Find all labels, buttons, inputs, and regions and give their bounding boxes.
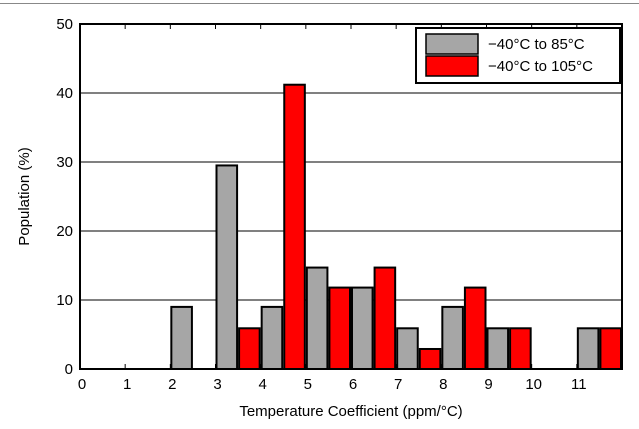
- bar-series-2-cat-9: [509, 327, 532, 371]
- y-tick-label: 30: [56, 154, 73, 171]
- x-tick-label: 1: [123, 376, 131, 393]
- legend-label-series-1: −40°C to 85°C: [488, 36, 585, 53]
- bar-series-2-cat-5: [328, 286, 351, 370]
- bar-series-1-cat-3: [215, 164, 239, 370]
- x-tick-label: 2: [168, 376, 176, 393]
- bar-series-2-cat-8: [463, 286, 487, 370]
- y-tick-labels: 0 10 20 30 40 50: [56, 16, 73, 378]
- y-tick-label: 50: [56, 16, 73, 33]
- x-tick-label: 8: [439, 376, 447, 393]
- bar-series-2-cat-6: [373, 266, 397, 371]
- x-tick-label: 11: [571, 376, 587, 393]
- legend: −40°C to 85°C −40°C to 105°C: [415, 27, 621, 84]
- x-tick-label: 0: [78, 376, 86, 393]
- x-tick-label: 9: [484, 376, 492, 393]
- bar-series-1-cat-7: [396, 327, 419, 371]
- y-axis-title: Population (%): [16, 147, 33, 245]
- bar-series-1-cat-2: [170, 305, 193, 370]
- x-tick-labels: 0 1 2 3 4 5 6 7 8 9 10 11: [78, 376, 587, 393]
- x-tick-label: 4: [258, 376, 266, 393]
- bar-series-1-cat-4: [260, 305, 284, 370]
- plot-frame: [79, 23, 623, 370]
- bar-series-1-cat-6: [351, 286, 374, 370]
- y-tick-label: 20: [56, 223, 73, 240]
- legend-label-series-2: −40°C to 105°C: [488, 58, 593, 75]
- bar-series-2-cat-4: [283, 83, 306, 370]
- y-tick-label: 40: [56, 85, 73, 102]
- x-tick-label: 7: [394, 376, 402, 393]
- x-axis-title: Temperature Coefficient (ppm/°C): [239, 403, 462, 420]
- legend-swatch-series-1: [425, 33, 479, 55]
- x-tick-label: 6: [349, 376, 357, 393]
- y-tick-label: 10: [56, 292, 73, 309]
- bar-series-2-cat-7: [418, 347, 442, 370]
- x-tick-label: 3: [213, 376, 221, 393]
- bar-series-1-cat-8: [441, 305, 464, 370]
- bar-series-1-cat-5: [305, 266, 329, 371]
- bar-series-1-cat-9: [486, 327, 510, 371]
- legend-swatch-series-2: [425, 55, 479, 77]
- x-tick-label: 5: [304, 376, 312, 393]
- bar-marks: [170, 83, 623, 371]
- x-tick-label: 10: [525, 376, 542, 393]
- y-tick-label: 0: [65, 361, 73, 378]
- bar-series-2-cat-3: [238, 327, 261, 371]
- bar-series-2-cat-11: [599, 327, 623, 371]
- bar-series-1-cat-11: [576, 327, 600, 371]
